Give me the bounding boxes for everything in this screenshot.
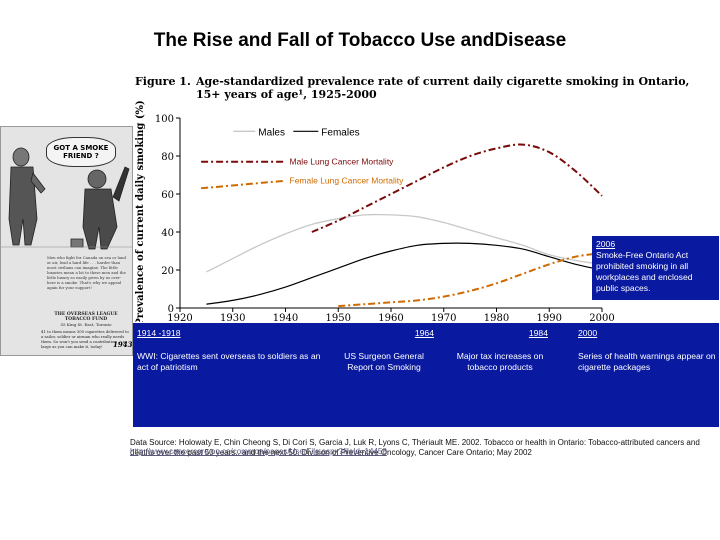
- x-tick-label: 2000: [589, 313, 614, 322]
- slide-title: The Rise and Fall of Tobacco Use andDise…: [153, 30, 567, 51]
- series-female-mortality-legend-sample: [201, 179, 286, 190]
- poster-body: Men who fight for Canada on sea or land …: [47, 255, 126, 290]
- x-tick-label: 1960: [378, 313, 403, 322]
- y-tick-label: 40: [161, 228, 174, 239]
- series-male-mortality-line: [311, 143, 603, 233]
- timeline-year: 1964: [414, 328, 434, 338]
- series-female-mortality-line: [338, 251, 603, 308]
- y-tick-label: 0: [168, 304, 174, 315]
- figure-label: Figure 1.: [135, 75, 191, 88]
- timeline-year: 1914 -1918: [137, 328, 181, 338]
- x-tick-label: 1980: [484, 313, 509, 322]
- timeline-item: 1964 US Surgeon General Report on Smokin…: [334, 328, 434, 373]
- y-tick-label: 80: [161, 152, 174, 163]
- timeline-text: WWI: Cigarettes sent overseas to soldier…: [137, 351, 321, 372]
- chart-title-line1: Age-standardized prevalence rate of curr…: [195, 75, 689, 88]
- wartime-poster: GOT A SMOKE FRIEND ? Men who fight for C…: [0, 126, 133, 356]
- timeline-text: Major tax increases on tobacco products: [456, 351, 544, 372]
- chart-title-line2: 15+ years of age¹, 1925-2000: [196, 88, 377, 101]
- smoking-prevalence-chart: Figure 1. Age-standardized prevalence ra…: [135, 75, 693, 322]
- poster-fund-name: THE OVERSEAS LEAGUE TOBACCO FUND: [54, 312, 118, 322]
- y-tick-label: 20: [161, 266, 174, 277]
- timeline-item: 1984 Major tax increases on tobacco prod…: [452, 328, 548, 373]
- poster-illustration: [1, 147, 132, 250]
- x-tick-label: 1930: [220, 313, 245, 322]
- timeline-bar: [133, 323, 719, 427]
- legend-males-label: Males: [258, 127, 285, 138]
- y-axis-label: Prevalence of current daily smoking (%): [135, 100, 146, 322]
- male-mortality-label: Male Lung Cancer Mortality: [290, 157, 395, 167]
- timeline-text: Series of health warnings appear on ciga…: [578, 351, 716, 372]
- annotation-2006: 2006 Smoke-Free Ontario Act prohibited s…: [592, 236, 719, 300]
- poster-headline: GOT A SMOKE FRIEND ?: [46, 137, 116, 167]
- timeline-year: 1984: [528, 328, 548, 338]
- poster-fund: THE OVERSEAS LEAGUE TOBACCO FUND 55 King…: [41, 312, 131, 349]
- x-tick-label: 1990: [537, 313, 562, 322]
- series-males-line: [206, 213, 603, 273]
- x-tick-label: 1940: [273, 313, 298, 322]
- y-tick-label: 100: [155, 114, 174, 125]
- poster-footer: $1 to them means 300 cigarettes delivere…: [41, 329, 129, 349]
- poster-address: 55 King St. East, Toronto: [60, 322, 112, 327]
- timeline-item: 1914 -1918 WWI: Cigarettes sent overseas…: [137, 328, 327, 373]
- chart-title: Age-standardized prevalence rate of curr…: [195, 75, 693, 101]
- x-tick-label: 1920: [167, 313, 192, 322]
- source-link[interactable]: http://www.cancercare.on.ca/common/pages…: [130, 447, 387, 456]
- poster-year: 1943: [113, 340, 133, 349]
- timeline-year: 2000: [578, 328, 598, 338]
- series-females-line: [206, 242, 603, 305]
- y-tick-label: 60: [161, 190, 174, 201]
- x-tick-label: 1970: [431, 313, 456, 322]
- plot-area: 0 20 40 60 80 100 1920 1930 1940 1950 1960 1970 1980…: [135, 100, 615, 322]
- annotation-2006-text: Smoke-Free Ontario Act prohibited smokin…: [596, 250, 693, 293]
- x-tick-label: 1950: [326, 313, 351, 322]
- female-mortality-label: Female Lung Cancer Mortality: [290, 176, 405, 186]
- annotation-2006-year: 2006: [596, 239, 616, 249]
- legend-females-label: Females: [321, 127, 359, 138]
- timeline-text: US Surgeon General Report on Smoking: [344, 351, 424, 372]
- timeline-item: 2000 Series of health warnings appear on…: [578, 328, 718, 373]
- data-source: Data Source: Holowaty E, Chin Cheong S, …: [130, 438, 700, 457]
